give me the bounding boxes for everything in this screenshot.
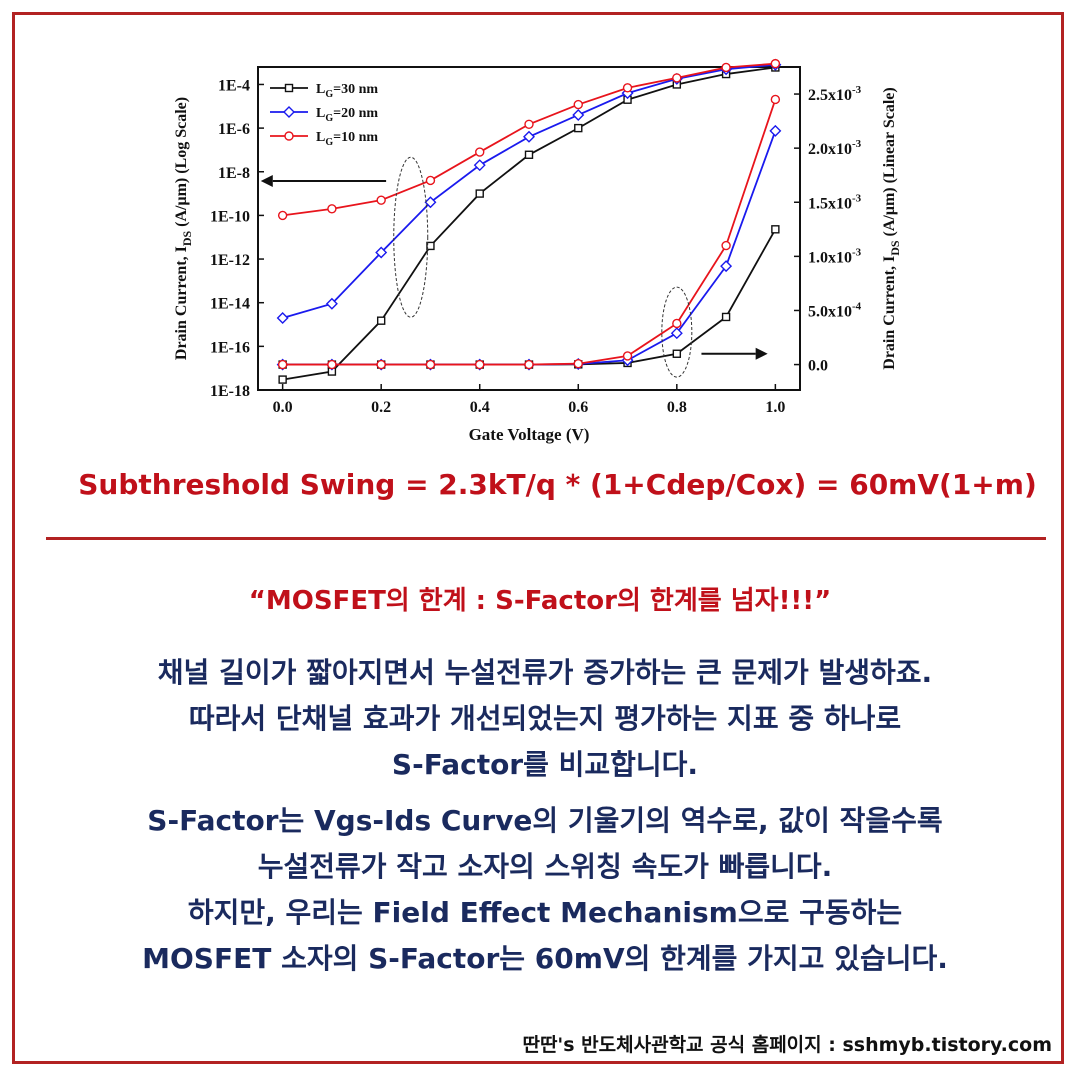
data-point-log <box>672 73 682 83</box>
data-point-log <box>376 316 386 325</box>
data-point-log <box>277 210 288 221</box>
data-point-log <box>574 123 583 133</box>
paragraph-line: MOSFET 소자의 S-Factor는 60mV의 한계를 가지고 있습니다. <box>142 942 948 975</box>
data-point-log <box>276 311 289 324</box>
y-right-tick-label: 1.5x10-3 <box>808 192 862 212</box>
legend-label: LG=20 nm <box>316 106 378 124</box>
data-point-linear <box>327 359 337 370</box>
data-point-log <box>375 246 388 259</box>
paragraph-line: S-Factor를 비교합니다. <box>391 748 699 781</box>
paragraph-s-factor: S-Factor는 Vgs-Ids Curve의 기울기의 역수로, 값이 작을… <box>0 798 1080 982</box>
data-point-log <box>376 195 386 205</box>
paragraph-short-channel: 채널 길이가 짧아지면서 누설전류가 증가하는 큰 문제가 발생하죠. 따라서 … <box>0 650 1080 788</box>
y-left-tick-label: 1E-16 <box>210 339 250 356</box>
data-point-linear <box>425 359 436 370</box>
data-point-linear <box>771 225 780 234</box>
data-point-linear <box>524 359 534 370</box>
y-left-tick-label: 1E-8 <box>218 165 250 182</box>
log-curve-ellipse <box>393 156 429 318</box>
data-point-log <box>426 241 435 251</box>
series-line-linear <box>282 228 777 366</box>
arrow-right-head <box>755 347 768 360</box>
footer-homepage: 딴딴's 반도체사관학교 공식 홈페이지 : sshmyb.tistory.co… <box>522 1034 1052 1056</box>
x-tick-label: 0.6 <box>568 399 588 416</box>
paragraph-line: S-Factor는 Vgs-Ids Curve의 기울기의 역수로, 값이 작을… <box>147 804 943 837</box>
y-right-tick-exponent: -3 <box>852 138 862 150</box>
data-point-log <box>278 375 287 384</box>
y-right-tick-label: 2.5x10-3 <box>808 84 862 104</box>
data-point-log <box>572 108 585 121</box>
data-point-log <box>523 130 535 143</box>
plot-frame <box>257 66 801 391</box>
y-left-tick-label: 1E-18 <box>210 383 250 400</box>
y-left-axis-label: Drain Current, IDS (A/μm) (Log Scale) <box>173 97 194 360</box>
y-left-tick-label: 1E-4 <box>218 77 250 94</box>
y-left-tick-label: 1E-12 <box>210 252 250 269</box>
y-right-tick-label: 1.0x10-3 <box>808 246 862 266</box>
section-divider <box>46 537 1046 540</box>
data-point-linear <box>721 312 731 322</box>
data-point-linear <box>720 260 733 273</box>
paragraph-line: 따라서 단채널 효과가 개선되었는지 평가하는 지표 중 하나로 <box>188 702 902 735</box>
y-right-tick-label: 2.0x10-3 <box>808 138 862 158</box>
x-tick-label: 0.8 <box>667 399 687 416</box>
data-point-linear <box>721 240 731 251</box>
data-point-log <box>424 196 437 209</box>
data-point-linear <box>670 327 683 340</box>
legend-label: LG=10 nm <box>316 130 378 148</box>
y-left-tick-label: 1E-6 <box>218 121 250 138</box>
series-line-log <box>282 63 776 319</box>
y-right-tick-label: 0.0 <box>808 358 828 375</box>
data-point-linear <box>573 359 583 369</box>
paragraph-line: 하지만, 우리는 Field Effect Mechanism으로 구동하는 <box>187 896 903 929</box>
data-point-linear <box>376 359 386 370</box>
x-tick-label: 0.2 <box>371 399 391 416</box>
data-point-linear <box>770 94 781 105</box>
data-point-linear <box>672 349 682 358</box>
data-point-log <box>475 189 484 198</box>
data-point-log <box>770 58 781 69</box>
data-point-linear <box>277 359 288 370</box>
data-point-log <box>524 119 534 129</box>
legend-marker <box>284 83 294 93</box>
x-tick-label: 0.4 <box>470 399 490 416</box>
data-point-linear <box>475 359 485 370</box>
y-left-tick-label: 1E-14 <box>210 296 250 313</box>
y-right-tick-exponent: -3 <box>852 246 862 258</box>
y-right-tick-exponent: -3 <box>852 192 862 204</box>
paragraph-line: 누설전류가 작고 소자의 스위칭 속도가 빠릅니다. <box>257 850 833 883</box>
headline-quote: “MOSFET의 한계 : S-Factor의 한계를 넘자!!!” <box>248 586 832 616</box>
x-tick-label: 1.0 <box>765 399 785 416</box>
subthreshold-swing-formula: Subthreshold Swing = 2.3kT/q * (1+Cdep/C… <box>78 468 1037 501</box>
y-right-axis-label: Drain Current, IDS (A/μm) (Linear Scale) <box>881 87 902 369</box>
data-point-log <box>622 83 633 93</box>
y-left-tick-label: 1E-10 <box>210 208 250 225</box>
data-point-linear <box>622 351 633 361</box>
linear-curve-ellipse <box>661 286 693 378</box>
x-axis-label: Gate Voltage (V) <box>469 425 590 444</box>
data-point-log <box>721 62 731 73</box>
x-tick-label: 0.0 <box>273 399 293 416</box>
y-right-tick-label: 5.0x10-4 <box>808 300 862 320</box>
series-line-linear <box>282 130 777 366</box>
data-point-linear <box>769 124 782 137</box>
page-border <box>12 12 1064 1064</box>
data-point-log <box>325 297 338 310</box>
legend-label: LG=30 nm <box>316 82 378 100</box>
drain-current-chart: 0.0 0.2 0.4 0.6 0.8 1.0 Gate Voltage (V) 1E-4 1E… <box>173 58 902 444</box>
data-point-log <box>327 204 337 214</box>
data-point-linear <box>672 318 682 329</box>
legend-marker <box>284 131 294 141</box>
data-point-log <box>473 159 486 172</box>
legend-marker <box>283 106 295 118</box>
data-point-log <box>425 175 436 186</box>
data-point-log <box>475 147 485 157</box>
y-right-tick-exponent: -3 <box>852 84 862 96</box>
data-point-log <box>573 99 583 110</box>
arrow-left-head <box>260 175 273 187</box>
data-point-log <box>524 150 534 159</box>
y-right-tick-exponent: -4 <box>852 300 862 312</box>
paragraph-line: 채널 길이가 짧아지면서 누설전류가 증가하는 큰 문제가 발생하죠. <box>157 656 933 689</box>
